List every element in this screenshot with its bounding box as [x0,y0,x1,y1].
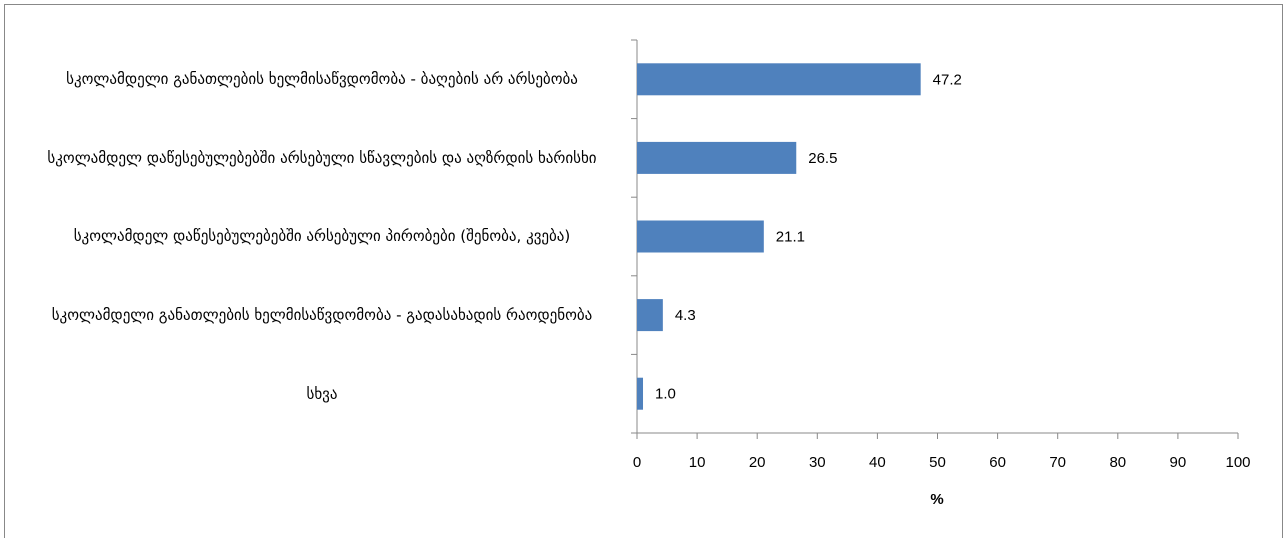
x-tick-label: 60 [989,454,1006,471]
y-tick-label: სკოლამდელი განათლების ხელმისაწვდომობა - … [66,70,578,89]
data-label: 1.0 [655,386,676,403]
bar [637,141,797,174]
bar [637,377,644,410]
data-label: 26.5 [808,150,837,167]
data-label: 4.3 [675,307,696,324]
x-tick-label: 20 [749,454,766,471]
x-tick-label: 40 [869,454,886,471]
y-tick-label: სკოლამდელი განათლების ხელმისაწვდომობა - … [51,306,593,325]
data-label: 21.1 [776,228,805,245]
x-tick-label: 10 [689,454,706,471]
y-tick-label: სკოლამდელ დაწესებულებებში არსებული სწავლ… [47,148,597,167]
y-tick-label: სკოლამდელ დაწესებულებებში არსებული პირობ… [73,227,571,246]
chart-border [4,4,1283,538]
x-tick-label: 0 [633,454,641,471]
bar [637,299,663,332]
x-tick-label: 80 [1109,454,1126,471]
y-tick-label: სხვა [306,384,338,403]
x-tick-label: 30 [809,454,826,471]
x-tick-label: 90 [1170,454,1187,471]
x-tick-label: 50 [929,454,946,471]
bar [637,220,764,253]
data-label: 47.2 [933,71,962,88]
bar [637,63,921,96]
x-tick-label: 100 [1225,454,1250,471]
x-axis-label: % [930,491,943,508]
x-tick-label: 70 [1049,454,1066,471]
